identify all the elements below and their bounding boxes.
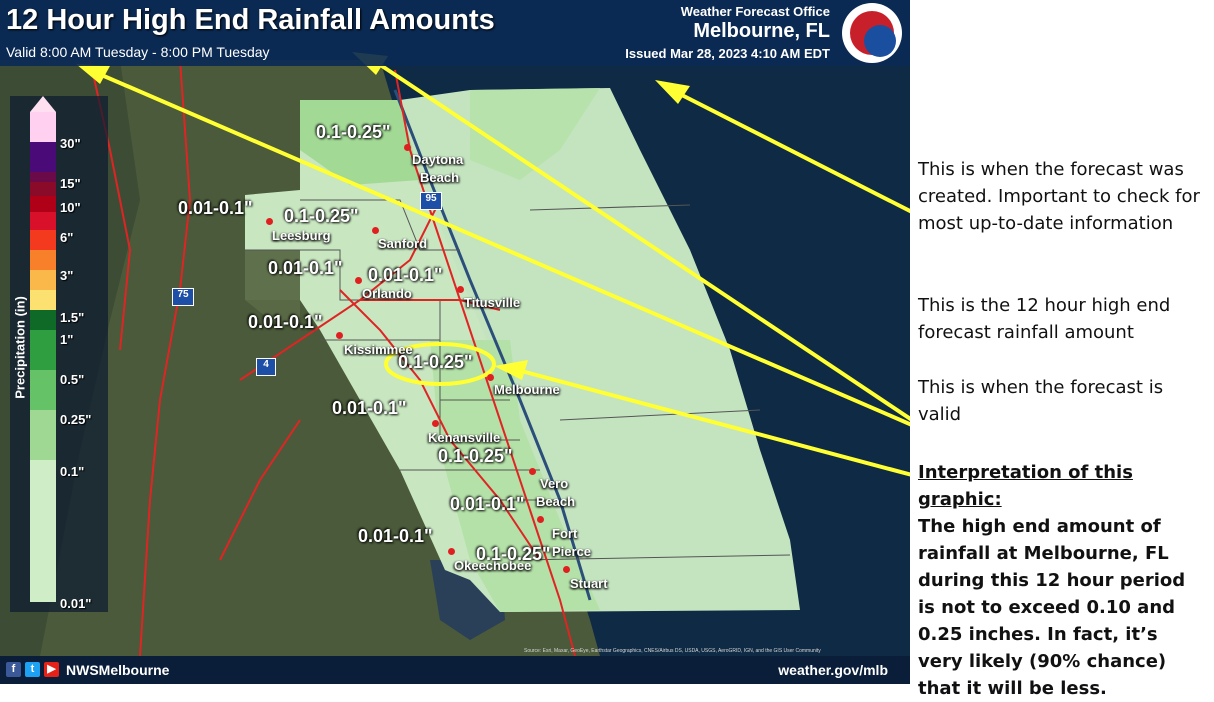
- amount-label: 0.01-0.1": [178, 198, 253, 218]
- city-label: Pierce: [552, 544, 592, 559]
- issued-time: Issued Mar 28, 2023 4:10 AM EDT: [625, 46, 830, 61]
- city-label: Sanford: [378, 236, 428, 251]
- youtube-icon[interactable]: ▶: [44, 662, 59, 677]
- highway-shield-95: 95: [420, 192, 442, 210]
- legend-label: 10": [60, 200, 81, 215]
- map-title: 12 Hour High End Rainfall Amounts: [6, 4, 495, 36]
- nws-logo: [842, 3, 902, 63]
- note-interpretation: Interpretation of this graphic: The high…: [918, 459, 1208, 702]
- city-label: Kenansville: [428, 430, 501, 445]
- shade-mid-coast: [470, 88, 600, 180]
- legend-label: 0.1": [60, 464, 85, 479]
- interpretation-body: The high end amount of rainfall at Melbo…: [918, 516, 1186, 699]
- legend-label: 6": [60, 230, 74, 245]
- city-label: Fort: [552, 526, 578, 541]
- unshaded-pocket: [245, 250, 300, 330]
- city-label: Leesburg: [272, 228, 331, 243]
- facebook-icon[interactable]: f: [6, 662, 21, 677]
- social-handle[interactable]: NWSMelbourne: [66, 662, 170, 678]
- city-label: Stuart: [570, 576, 608, 591]
- city-label: Beach: [536, 494, 576, 509]
- legend-label: 3": [60, 268, 74, 283]
- amount-label: 0.01-0.1": [358, 526, 433, 546]
- city-label: Beach: [420, 170, 460, 185]
- city-dot: [529, 468, 536, 475]
- amount-label: 0.1-0.25": [316, 122, 391, 142]
- legend-label: 30": [60, 136, 81, 151]
- note-issued: This is when the forecast was created. I…: [918, 159, 1200, 234]
- note-amount: This is the 12 hour high end forecast ra…: [918, 295, 1171, 343]
- header-bar: [0, 0, 910, 66]
- rainfall-map: 12 Hour High End Rainfall Amounts Valid …: [0, 0, 910, 684]
- amount-label: 0.01-0.1": [368, 265, 443, 285]
- city-dot: [537, 516, 544, 523]
- legend-label: 1.5": [60, 310, 85, 325]
- amount-label: 0.01-0.1": [248, 312, 323, 332]
- city-dot: [432, 420, 439, 427]
- legend-title: Precipitation (in): [12, 296, 28, 399]
- legend-label: 0.01": [60, 596, 92, 611]
- coastline: [393, 89, 592, 601]
- amount-label: 0.01-0.1": [332, 398, 407, 418]
- shade-light: [245, 88, 800, 612]
- city-dot: [266, 218, 273, 225]
- twitter-icon[interactable]: t: [25, 662, 40, 677]
- city-dot: [372, 227, 379, 234]
- legend-arrow: [30, 96, 56, 112]
- city-label: Kissimmee: [344, 342, 413, 357]
- city-label: Vero: [540, 476, 569, 491]
- amount-label: 0.1-0.25": [476, 544, 551, 564]
- city-dot: [404, 144, 411, 151]
- city-label: Orlando: [362, 286, 412, 301]
- office-label: Weather Forecast Office: [680, 4, 830, 19]
- amount-label-melbourne: 0.1-0.25": [398, 352, 473, 372]
- city-dot: [355, 277, 362, 284]
- map-graphics: [0, 0, 910, 684]
- melbourne-highlight-ring: [384, 342, 496, 386]
- legend-label: 1": [60, 332, 74, 347]
- interpretation-heading: Interpretation of this graphic:: [918, 462, 1133, 510]
- city-label: Okeechobee: [454, 558, 532, 573]
- legend-bar: [10, 96, 108, 612]
- shade-mid-south: [430, 340, 600, 612]
- shade-mid-north: [300, 100, 420, 185]
- city-dot: [563, 566, 570, 573]
- footer-bar: [0, 656, 910, 684]
- office-city: Melbourne, FL: [693, 20, 830, 42]
- city-dot: [457, 286, 464, 293]
- city-label: Titusville: [464, 295, 521, 310]
- map-source-credit: Source: Esri, Maxar, GeoEye, Earthstar G…: [524, 648, 821, 654]
- city-dot: [336, 332, 343, 339]
- website-link[interactable]: weather.gov/mlb: [778, 662, 888, 678]
- amount-label: 0.1-0.25": [284, 206, 359, 226]
- highway-shield-75: 75: [172, 288, 194, 306]
- valid-period: Valid 8:00 AM Tuesday - 8:00 PM Tuesday: [6, 44, 270, 60]
- nws-logo-icon: [864, 25, 896, 57]
- city-dot: [487, 374, 494, 381]
- legend-label: 0.5": [60, 372, 85, 387]
- highway-shield-4: 4: [256, 358, 276, 376]
- legend-label: 0.25": [60, 412, 92, 427]
- note-valid: This is when the forecast is valid: [918, 377, 1164, 425]
- amount-label: 0.01-0.1": [268, 258, 343, 278]
- amount-label: 0.1-0.25": [438, 446, 513, 466]
- city-label: Daytona: [412, 152, 464, 167]
- city-label: Melbourne: [494, 382, 560, 397]
- city-dot: [448, 548, 455, 555]
- amount-label: 0.01-0.1": [450, 494, 525, 514]
- callout-arrows: [89, 56, 910, 477]
- legend-label: 15": [60, 176, 81, 191]
